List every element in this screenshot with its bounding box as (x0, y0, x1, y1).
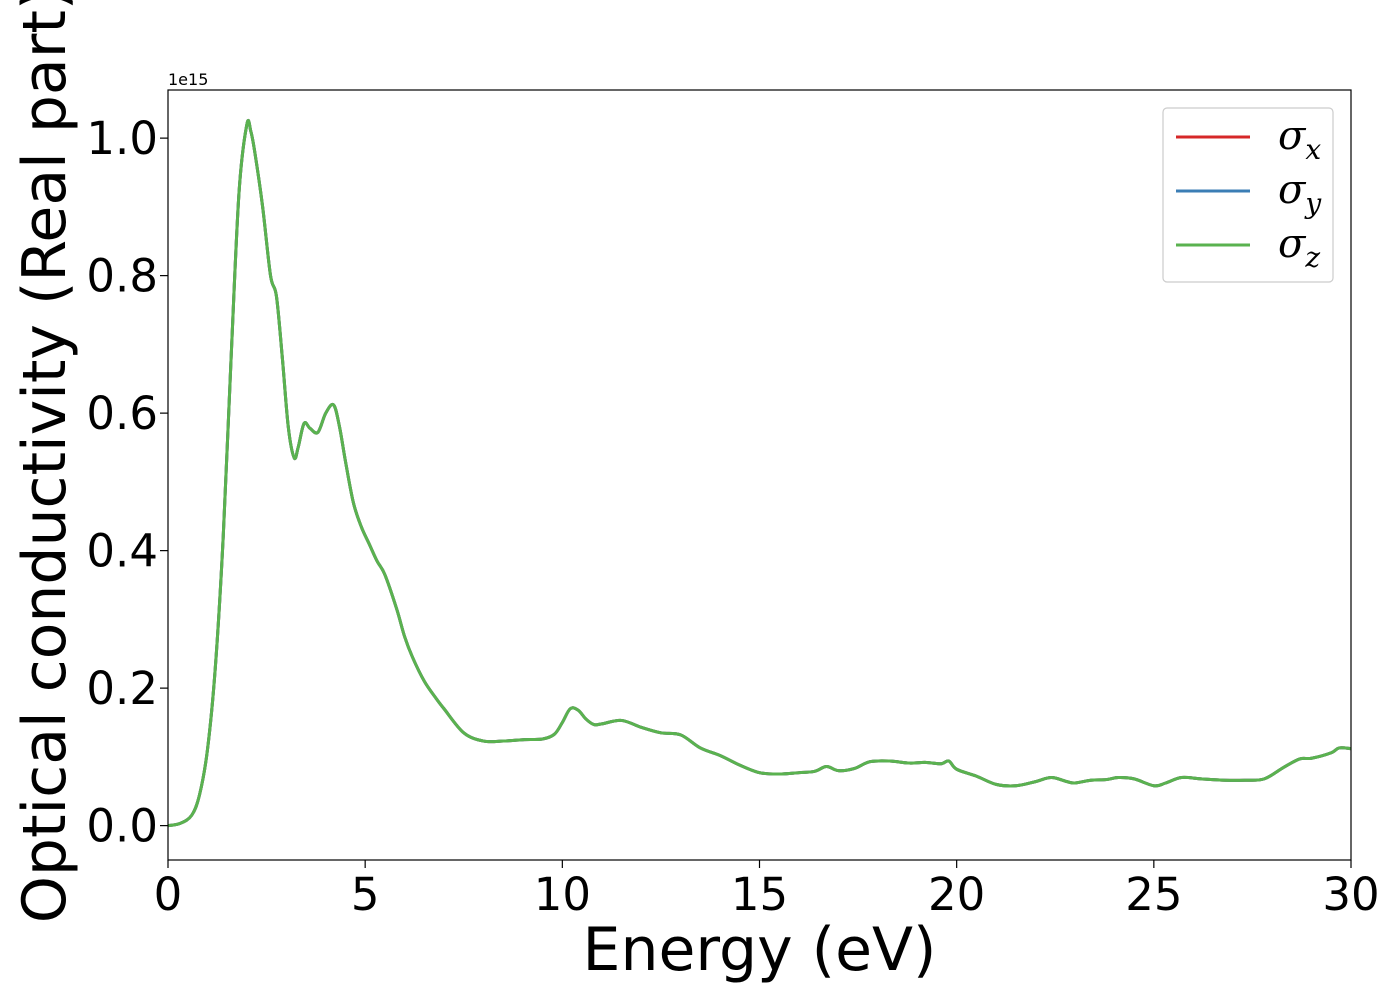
y-tick-label: 0.8 (86, 250, 158, 303)
y-tick-label: 0.2 (86, 662, 158, 715)
y-tick-label: 0.4 (86, 525, 158, 578)
legend-box (1162, 107, 1334, 283)
y-tick-label: 0.6 (86, 387, 158, 440)
x-tick-label: 25 (1125, 868, 1182, 921)
y-axis: 0.0 0.2 0.4 0.6 0.8 1.0 (86, 112, 168, 853)
x-tick-label: 15 (731, 868, 788, 921)
y-offset-label: 1e15 (168, 70, 208, 89)
y-tick-label: 1.0 (86, 112, 158, 165)
series-line-3 (168, 118, 1351, 828)
x-axis: 0 5 10 15 20 25 30 (154, 860, 1380, 921)
x-axis-title: Energy (eV) (583, 915, 937, 985)
series-layer (168, 118, 1351, 828)
x-tick-label: 10 (534, 868, 591, 921)
x-tick-label: 0 (154, 868, 183, 921)
x-tick-label: 30 (1322, 868, 1379, 921)
x-tick-label: 20 (928, 868, 985, 921)
y-axis-title: Optical conductivity (Real part) (10, 0, 80, 923)
y-tick-label: 0.0 (86, 800, 158, 853)
x-tick-label: 5 (351, 868, 380, 921)
